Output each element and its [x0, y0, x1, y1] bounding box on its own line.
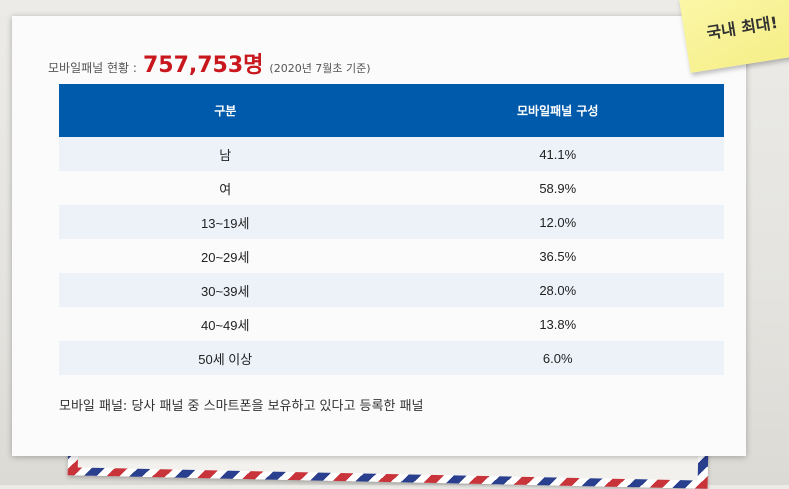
row-category: 30~39세 [59, 273, 392, 307]
row-category: 40~49세 [59, 307, 392, 341]
table-header-row: 구분 모바일패널 구성 [59, 84, 724, 137]
sticky-note: 국내 최대! [678, 0, 789, 73]
sticky-note-text: 국내 최대! [705, 12, 780, 43]
panel-total-count: 757,753명 [142, 53, 264, 78]
row-category: 20~29세 [59, 239, 392, 273]
table-row: 여 58.9% [59, 171, 724, 205]
table-row: 남 41.1% [59, 137, 724, 171]
table-row: 20~29세 36.5% [59, 239, 724, 273]
row-category: 남 [59, 137, 392, 171]
summary-date-note: (2020년 7월초 기준) [269, 62, 371, 75]
table-row: 40~49세 13.8% [59, 307, 724, 341]
panel-composition-table: 구분 모바일패널 구성 남 41.1% 여 58.9% 13~19세 12.0%… [59, 84, 724, 375]
table-row: 50세 이상 6.0% [59, 341, 724, 375]
header-category: 구분 [59, 84, 392, 137]
row-value: 28.0% [391, 273, 724, 307]
row-category: 50세 이상 [59, 341, 392, 375]
row-value: 12.0% [391, 205, 724, 239]
summary-label: 모바일패널 현황 : [48, 61, 137, 75]
panel-summary: 모바일패널 현황 : 757,753명 (2020년 7월초 기준) [48, 47, 371, 81]
row-value: 6.0% [391, 341, 724, 375]
row-value: 36.5% [391, 239, 724, 273]
row-category: 13~19세 [59, 205, 392, 239]
row-value: 13.8% [391, 307, 724, 341]
table-row: 13~19세 12.0% [59, 205, 724, 239]
row-value: 41.1% [391, 137, 724, 171]
panel-footnote: 모바일 패널: 당사 패널 중 스마트폰을 보유하고 있다고 등록한 패널 [59, 399, 424, 414]
table-row: 30~39세 28.0% [59, 273, 724, 307]
row-category: 여 [59, 171, 392, 205]
header-composition: 모바일패널 구성 [391, 84, 724, 137]
row-value: 58.9% [391, 171, 724, 205]
